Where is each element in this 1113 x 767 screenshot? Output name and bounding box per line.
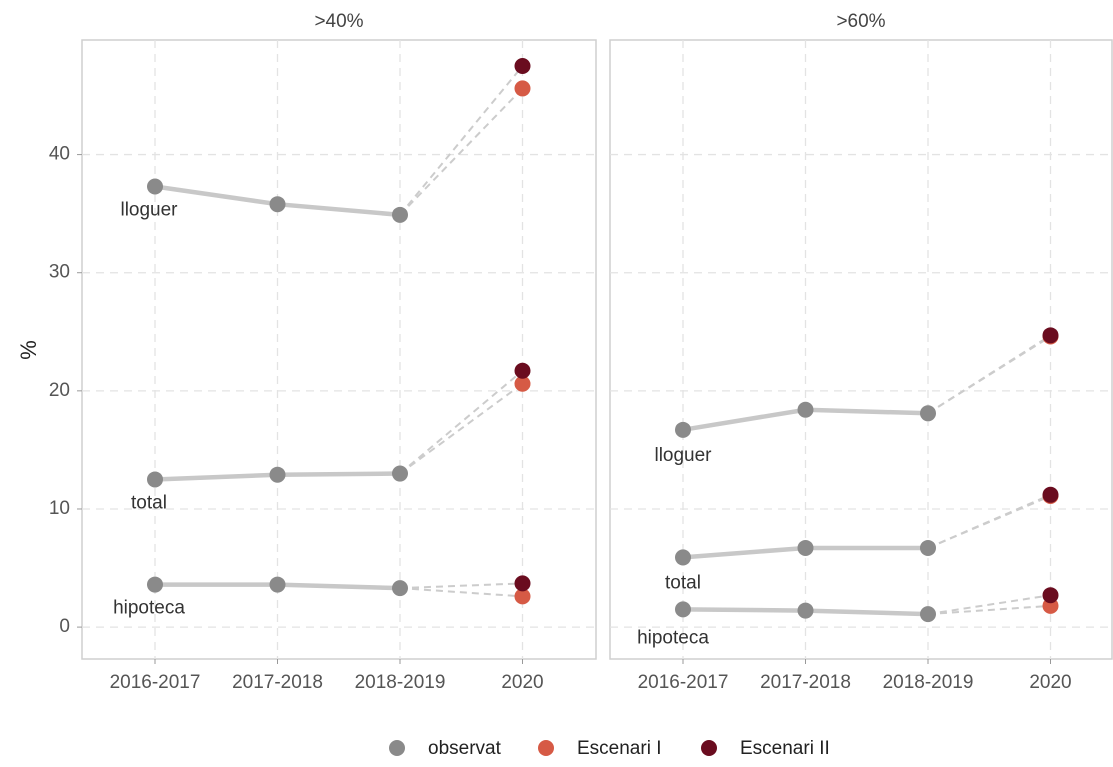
legend-marker: [389, 740, 405, 756]
scenario-point: [1042, 486, 1059, 503]
x-tick-label: 2017-2018: [760, 672, 851, 693]
series-label: total: [131, 492, 167, 513]
series-label: hipoteca: [637, 627, 709, 648]
observed-point: [797, 602, 814, 619]
scenario-point: [514, 362, 531, 379]
y-tick-label: 40: [49, 144, 70, 165]
y-tick-label: 20: [49, 380, 70, 401]
x-tick-label: 2018-2019: [355, 672, 446, 693]
panel-border: [609, 39, 1113, 660]
series-label: lloguer: [120, 199, 178, 220]
observed-point: [797, 401, 814, 418]
observed-point: [920, 539, 936, 556]
observed-point: [147, 178, 163, 195]
y-axis-label: %: [16, 340, 41, 360]
series-label: total: [665, 572, 701, 593]
observed-point: [147, 471, 163, 488]
observed-point: [392, 465, 408, 482]
observed-point: [147, 576, 163, 593]
observed-point: [269, 466, 286, 483]
x-tick-label: 2016-2017: [110, 672, 201, 693]
observed-point: [269, 196, 286, 213]
scenario-line: [399, 369, 524, 475]
scenario-line: [399, 382, 524, 475]
series-label: hipoteca: [113, 598, 185, 619]
observed-point: [920, 405, 936, 422]
scenario-line: [927, 334, 1052, 415]
scenario-line: [399, 65, 524, 216]
legend-label: observat: [428, 738, 502, 759]
scenario-line: [927, 493, 1051, 549]
observed-point: [675, 421, 691, 438]
legend-label: Escenari II: [740, 738, 830, 759]
scenario-line: [927, 594, 1051, 616]
observed-point: [675, 549, 691, 566]
series-label: lloguer: [654, 445, 712, 466]
scenario-point: [1042, 327, 1059, 344]
legend-marker: [701, 740, 717, 756]
x-tick-label: 2016-2017: [638, 672, 729, 693]
scenario-point: [1042, 587, 1059, 604]
legend-label: Escenari I: [577, 738, 661, 759]
scenario-point: [514, 588, 531, 605]
x-tick-label: 2017-2018: [232, 672, 323, 693]
scenario-point: [514, 375, 531, 392]
scenario-point: [514, 575, 531, 592]
scenario-point: [514, 57, 531, 74]
panel-title: >40%: [314, 11, 363, 32]
observed-point: [392, 580, 408, 597]
observed-point: [675, 601, 691, 618]
x-tick-label: 2018-2019: [883, 672, 974, 693]
scenario-line: [399, 87, 524, 216]
observed-point: [920, 606, 936, 623]
scenario-point: [514, 80, 531, 97]
panel-border: [81, 39, 597, 660]
y-tick-label: 10: [49, 498, 70, 519]
x-tick-label: 2020: [501, 672, 543, 693]
observed-point: [269, 576, 286, 593]
scenario-line: [399, 587, 523, 598]
y-tick-label: 30: [49, 262, 70, 283]
panel-title: >60%: [836, 11, 885, 32]
scenario-line: [399, 582, 523, 590]
observed-point: [797, 539, 814, 556]
scenario-line: [927, 604, 1051, 616]
x-tick-label: 2020: [1029, 672, 1071, 693]
y-tick-label: 0: [59, 616, 70, 637]
legend-marker: [538, 740, 554, 756]
observed-point: [392, 206, 408, 223]
